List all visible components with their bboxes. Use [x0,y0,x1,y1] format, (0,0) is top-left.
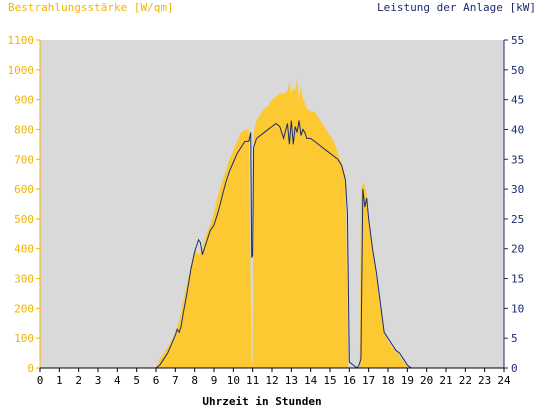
right-axis-tick-label: 45 [511,94,524,107]
power-line [40,120,504,369]
x-axis-tick-label: 16 [343,374,356,387]
right-axis-tick-label: 25 [511,213,524,226]
x-axis-tick-label: 6 [153,374,160,387]
x-axis-tick-label: 1 [56,374,63,387]
right-axis-tick-label: 0 [511,362,518,375]
right-axis-tick-label: 15 [511,273,524,286]
x-axis-tick-label: 14 [304,374,318,387]
x-axis-tick-label: 12 [265,374,278,387]
left-axis-tick-label: 0 [27,362,34,375]
left-axis-tick-label: 700 [14,153,34,166]
right-axis-tick-label: 30 [511,183,524,196]
x-axis-tick-label: 7 [172,374,179,387]
left-axis-tick-label: 100 [14,332,34,345]
x-axis-title: Uhrzeit in Stunden [202,395,321,408]
x-axis-tick-label: 3 [95,374,102,387]
right-axis-tick-label: 5 [511,332,518,345]
left-axis-tick-label: 1100 [8,34,35,47]
x-axis-tick-label: 11 [246,374,259,387]
x-axis-tick-label: 23 [478,374,491,387]
x-axis-tick-label: 2 [75,374,82,387]
left-axis-tick-label: 500 [14,213,34,226]
left-axis-tick-label: 300 [14,273,34,286]
x-axis-tick-label: 8 [191,374,198,387]
x-axis-tick-label: 22 [459,374,472,387]
left-axis-tick-label: 200 [14,302,34,315]
x-axis-tick-label: 18 [381,374,394,387]
left-axis-tick-label: 800 [14,123,34,136]
x-axis-tick-label: 13 [285,374,298,387]
x-axis-tick-label: 10 [227,374,240,387]
x-axis-tick-label: 4 [114,374,121,387]
x-axis-tick-label: 15 [323,374,336,387]
x-axis-tick-label: 0 [37,374,44,387]
irradiance-area [40,78,504,368]
right-axis-tick-label: 10 [511,302,524,315]
right-axis-tick-label: 20 [511,243,524,256]
right-axis-tick-label: 55 [511,34,524,47]
series-layer [40,78,504,369]
left-axis-tick-label: 400 [14,243,34,256]
left-axis-tick-label: 1000 [8,64,35,77]
left-axis-title: Bestrahlungsstärke [W/qm] [8,1,174,14]
right-axis-title: Leistung der Anlage [kW] [377,1,536,14]
left-axis-tick-label: 600 [14,183,34,196]
x-axis-tick-label: 9 [211,374,218,387]
x-axis-tick-label: 17 [362,374,375,387]
left-axis-tick-label: 900 [14,94,34,107]
x-axis-tick-label: 24 [497,374,511,387]
right-axis-tick-label: 35 [511,153,524,166]
x-axis-tick-label: 5 [133,374,140,387]
x-axis-tick-label: 19 [401,374,414,387]
axes-layer: 0100200300400500600700800900100011000510… [8,34,525,387]
x-axis-tick-label: 20 [420,374,433,387]
right-axis-tick-label: 50 [511,64,524,77]
x-axis-tick-label: 21 [439,374,452,387]
right-axis-tick-label: 40 [511,123,524,136]
